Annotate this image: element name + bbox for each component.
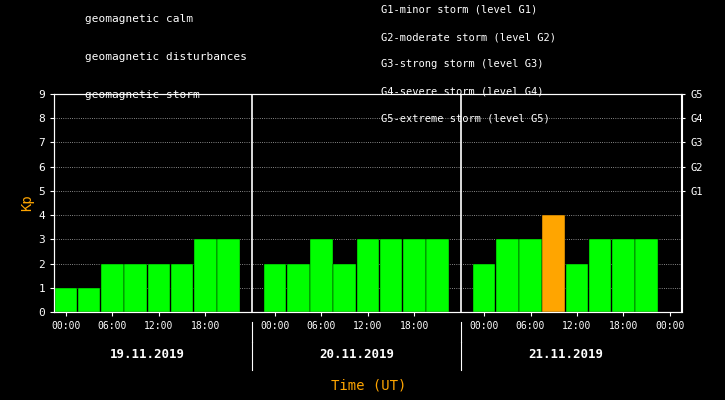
Bar [612, 239, 634, 312]
Text: G4-severe storm (level G4): G4-severe storm (level G4) [381, 86, 543, 96]
Bar [334, 264, 356, 312]
Bar [102, 264, 124, 312]
Bar [287, 264, 310, 312]
Bar [54, 288, 78, 312]
Text: geomagnetic storm: geomagnetic storm [85, 90, 199, 100]
Text: G1-minor storm (level G1): G1-minor storm (level G1) [381, 5, 537, 15]
Y-axis label: Kp: Kp [20, 195, 34, 211]
Bar [357, 239, 379, 312]
Bar [542, 215, 565, 312]
Text: G2-moderate storm (level G2): G2-moderate storm (level G2) [381, 32, 555, 42]
Text: geomagnetic disturbances: geomagnetic disturbances [85, 52, 246, 62]
Text: 21.11.2019: 21.11.2019 [528, 348, 603, 360]
Bar [635, 239, 658, 312]
Bar [566, 264, 588, 312]
Bar [310, 239, 333, 312]
Bar [403, 239, 426, 312]
Text: geomagnetic calm: geomagnetic calm [85, 14, 193, 24]
Text: G5-extreme storm (level G5): G5-extreme storm (level G5) [381, 114, 550, 124]
Bar [426, 239, 449, 312]
Bar [589, 239, 611, 312]
Bar [496, 239, 518, 312]
Bar [194, 239, 217, 312]
Text: G3-strong storm (level G3): G3-strong storm (level G3) [381, 59, 543, 69]
Text: 19.11.2019: 19.11.2019 [109, 348, 185, 360]
Text: 20.11.2019: 20.11.2019 [319, 348, 394, 360]
Bar [78, 288, 101, 312]
Bar [380, 239, 402, 312]
Bar [171, 264, 194, 312]
Bar [264, 264, 286, 312]
Bar [148, 264, 170, 312]
Text: Time (UT): Time (UT) [331, 379, 406, 393]
Bar [125, 264, 147, 312]
Bar [218, 239, 240, 312]
Bar [473, 264, 495, 312]
Bar [519, 239, 542, 312]
